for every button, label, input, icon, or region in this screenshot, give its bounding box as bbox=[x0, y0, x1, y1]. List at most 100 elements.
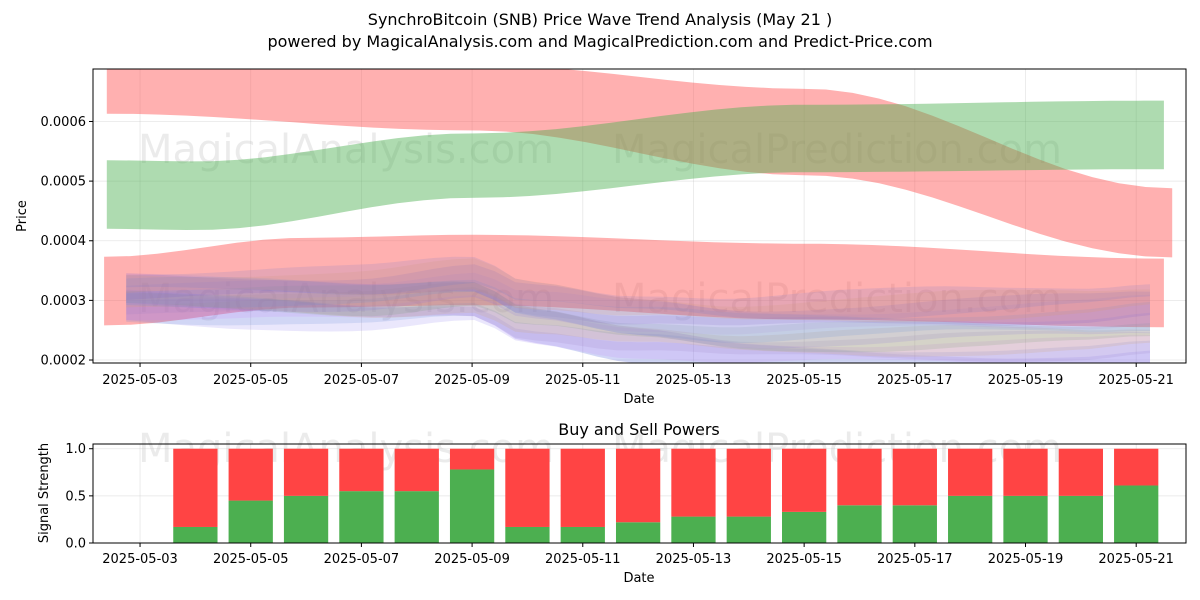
price-x-tick-label: 2025-05-13 bbox=[656, 373, 732, 388]
power-x-tick-label: 2025-05-21 bbox=[1098, 552, 1174, 567]
wave-band bbox=[126, 256, 1150, 320]
buy-bar bbox=[948, 495, 993, 543]
price-x-tick-label: 2025-05-09 bbox=[434, 373, 510, 388]
sell-bar bbox=[449, 448, 495, 470]
price-x-tick-label: 2025-05-15 bbox=[766, 373, 842, 388]
price-grid bbox=[93, 69, 1186, 363]
sell-bar bbox=[228, 448, 273, 501]
power-y-label: Signal Strength bbox=[37, 443, 52, 543]
power-x-tick-label: 2025-05-15 bbox=[766, 552, 842, 567]
wave-band bbox=[126, 282, 1150, 357]
sell-bar bbox=[394, 448, 439, 492]
power-y-tick-label: 0.5 bbox=[65, 489, 86, 504]
price-x-tick-label: 2025-05-05 bbox=[213, 373, 289, 388]
power-bars bbox=[173, 448, 1159, 543]
price-x-tick-label: 2025-05-19 bbox=[988, 373, 1064, 388]
wave-band bbox=[126, 298, 1150, 363]
sell-bar bbox=[1114, 448, 1159, 486]
sell-bar bbox=[339, 448, 384, 492]
price-y-tick-label: 0.0005 bbox=[41, 175, 87, 190]
power-x-tick-label: 2025-05-07 bbox=[324, 552, 400, 567]
price-bands bbox=[104, 69, 1173, 328]
buy-bar bbox=[837, 505, 882, 543]
wave-band bbox=[126, 287, 1150, 362]
power-y-tick-label: 0.0 bbox=[65, 537, 86, 552]
buy-bar bbox=[283, 495, 329, 543]
buy-bar bbox=[1058, 495, 1103, 543]
power-x-tick-label: 2025-05-05 bbox=[213, 552, 289, 567]
power-x-tick-label: 2025-05-09 bbox=[434, 552, 510, 567]
buy-bar bbox=[782, 511, 827, 543]
buy-bar bbox=[505, 526, 550, 543]
price-x-tick-label: 2025-05-11 bbox=[545, 373, 621, 388]
power-panel: Buy and Sell Powers MagicalAnalysis.com … bbox=[37, 420, 1187, 586]
price-x-tick-label: 2025-05-21 bbox=[1098, 373, 1174, 388]
watermark-prediction-top: MagicalPrediction.com bbox=[612, 127, 1062, 173]
power-x-tick-label: 2025-05-11 bbox=[545, 552, 621, 567]
buy-bar bbox=[394, 491, 439, 543]
buy-bar bbox=[560, 526, 605, 543]
red-band-upper bbox=[106, 69, 1173, 258]
power-x-tick-label: 2025-05-03 bbox=[102, 552, 178, 567]
sell-bar bbox=[560, 448, 605, 527]
price-x-tick-label: 2025-05-17 bbox=[877, 373, 953, 388]
price-x-tick-label: 2025-05-03 bbox=[102, 373, 178, 388]
wave-band bbox=[126, 289, 1150, 363]
wave-band bbox=[126, 280, 1150, 349]
buy-bar bbox=[671, 516, 716, 543]
wave-band bbox=[126, 272, 1150, 335]
buy-bar bbox=[1114, 485, 1159, 543]
sell-bar bbox=[948, 448, 993, 496]
green-band-upper bbox=[106, 100, 1164, 230]
price-y-tick-label: 0.0006 bbox=[41, 115, 87, 130]
sell-bar bbox=[671, 448, 716, 517]
watermark-prediction-mid: MagicalPrediction.com bbox=[612, 276, 1062, 322]
chart-subtitle: powered by MagicalAnalysis.com and Magic… bbox=[267, 32, 932, 51]
buy-bar bbox=[615, 522, 661, 543]
sell-bar bbox=[615, 448, 661, 523]
price-y-label: Price bbox=[15, 200, 30, 232]
buy-bar bbox=[1003, 495, 1048, 543]
price-panel: MagicalAnalysis.com MagicalPrediction.co… bbox=[15, 68, 1187, 407]
power-x-ticks: 2025-05-03 2025-05-05 2025-05-07 2025-05-09… bbox=[102, 543, 1174, 567]
sell-bar bbox=[726, 448, 771, 517]
price-x-label: Date bbox=[623, 392, 654, 407]
red-band-lower bbox=[104, 234, 1164, 328]
buy-bar bbox=[339, 491, 384, 543]
price-y-tick-label: 0.0003 bbox=[41, 294, 87, 309]
sell-bar bbox=[837, 448, 882, 506]
sell-bar bbox=[1003, 448, 1048, 496]
power-x-tick-label: 2025-05-19 bbox=[988, 552, 1064, 567]
power-x-tick-label: 2025-05-13 bbox=[656, 552, 732, 567]
buy-bar bbox=[449, 469, 495, 543]
power-plot-frame bbox=[92, 443, 1187, 544]
price-y-tick-label: 0.0004 bbox=[41, 234, 87, 249]
wave-band bbox=[126, 293, 1150, 363]
sell-bar bbox=[1058, 448, 1103, 496]
sell-bar bbox=[283, 448, 329, 496]
price-waves bbox=[126, 256, 1150, 363]
wave-band bbox=[126, 281, 1150, 353]
sell-bar bbox=[892, 448, 937, 506]
power-title: Buy and Sell Powers bbox=[558, 420, 720, 439]
power-x-label: Date bbox=[623, 571, 654, 586]
power-y-tick-label: 1.0 bbox=[65, 442, 86, 457]
watermark-analysis-top: MagicalAnalysis.com bbox=[138, 127, 554, 173]
sell-bar bbox=[173, 448, 218, 527]
watermark-analysis-mid: MagicalAnalysis.com bbox=[138, 276, 554, 322]
price-y-tick-label: 0.0002 bbox=[41, 354, 87, 369]
price-y-ticks: 0.0002 0.0003 0.0004 0.0005 0.0006 bbox=[41, 115, 93, 369]
chart-title: SynchroBitcoin (SNB) Price Wave Trend An… bbox=[368, 10, 832, 29]
buy-bar bbox=[892, 505, 937, 543]
sell-bar bbox=[782, 448, 827, 512]
power-y-ticks: 0.0 0.5 1.0 bbox=[65, 442, 93, 552]
wave-band bbox=[126, 276, 1150, 344]
price-plot-frame bbox=[92, 68, 1187, 364]
buy-bar bbox=[228, 500, 273, 543]
price-x-tick-label: 2025-05-07 bbox=[324, 373, 400, 388]
sell-bar bbox=[505, 448, 550, 527]
price-plot-area bbox=[93, 69, 1186, 363]
price-x-ticks: 2025-05-03 2025-05-05 2025-05-07 2025-05-09… bbox=[102, 363, 1174, 388]
